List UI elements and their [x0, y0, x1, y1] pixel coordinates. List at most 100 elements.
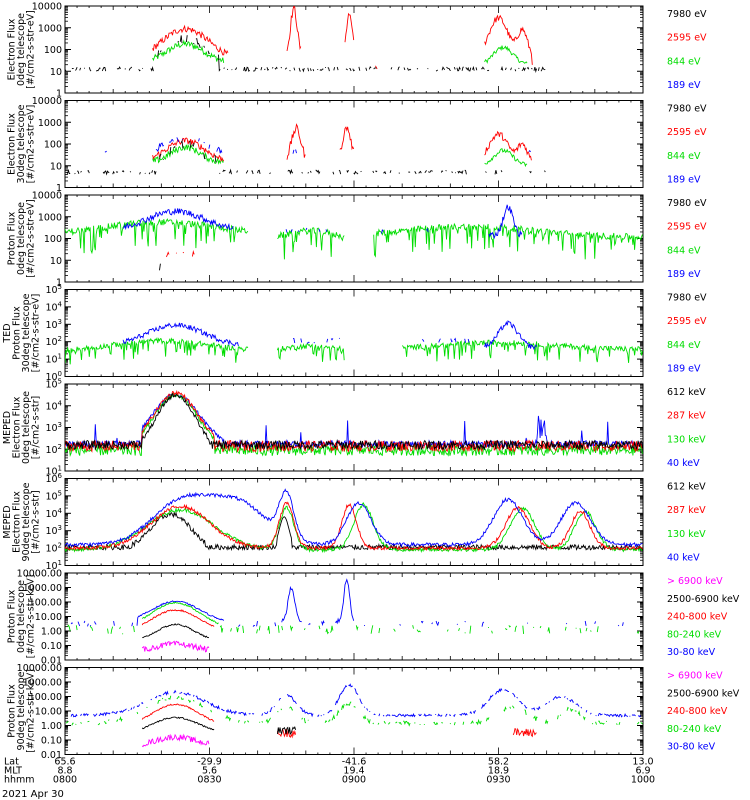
panel-frame: [64, 5, 644, 94]
x-tick-label-mlt: 18.9: [488, 766, 509, 777]
series-6900-kev: [141, 640, 210, 653]
series-80-240-kev: [65, 695, 643, 727]
y-tick-label: 10000: [32, 2, 62, 13]
y-axis-label-line: Proton Flux: [7, 589, 18, 643]
panel-frame: [64, 194, 644, 283]
legend-entry: 2595 eV: [667, 127, 707, 138]
y-axis-label: MEPEDElectron Flux0deg telescope[#/cm2-s…: [2, 391, 42, 464]
y-tick-label: 101: [45, 353, 62, 366]
y-axis-label-line: Proton Flux: [11, 306, 22, 360]
series-2500-6900-kev: [141, 716, 297, 735]
legend-entry: 30-80 keV: [667, 742, 716, 753]
series-2595-ev: [153, 6, 547, 69]
legend-entry: 7980 eV: [667, 9, 707, 20]
legend-entry: 7980 eV: [667, 198, 707, 209]
y-axis-label-line: Electron Flux: [7, 113, 18, 175]
y-axis-label-line: 0deg telescope: [16, 13, 27, 86]
series-240-800-kev: [141, 703, 537, 739]
y-axis-label-line: [#/cm2-s-str-eV]: [30, 294, 41, 373]
x-tick-label-lat: 58.2: [488, 757, 509, 768]
y-tick-label: 1.00: [41, 627, 62, 638]
y-axis-label: Electron Flux30deg telescope[#/cm2-s-str…: [7, 104, 37, 183]
series-7980-ev: [66, 139, 546, 176]
y-tick-label: 104: [45, 300, 62, 313]
y-tick-label: 10: [50, 161, 62, 172]
y-tick-label: 1: [56, 278, 62, 289]
legend-entry: > 6900 keV: [667, 576, 723, 587]
y-tick-label: 100: [44, 45, 62, 56]
y-axis-label-line: [#/cm2-s-str-keV]: [26, 669, 37, 753]
y-axis-label-line: Electron Flux: [7, 18, 18, 80]
y-tick-label: 10000.00: [17, 569, 62, 580]
footer-row-label: hhmm: [4, 775, 35, 786]
y-tick-label: 102: [45, 443, 62, 456]
y-tick-label: 10.00: [35, 707, 62, 718]
y-tick-label: 1000: [38, 212, 62, 223]
x-tick-label-hhmm: 0930: [486, 775, 510, 786]
x-tick-label-lat: -29.9: [197, 757, 222, 768]
y-axis-label-line: 0deg telescope: [21, 391, 32, 464]
x-tick-label-lat: 13.0: [632, 757, 653, 768]
y-tick-label: 0.10: [41, 736, 62, 747]
legend-entry: 240-800 keV: [667, 706, 728, 717]
panel-frame: [64, 289, 644, 377]
y-tick-label: 101: [45, 559, 62, 572]
series-844-ev: [152, 143, 528, 168]
legend-entry: 2595 eV: [667, 222, 707, 233]
y-axis-label-line: [#/cm2-s-str]: [30, 490, 41, 553]
y-tick-label: 1: [56, 89, 62, 100]
legend-entry: 2500-6900 keV: [667, 688, 740, 699]
y-tick-label: 101: [45, 465, 62, 478]
y-axis-label-line: 0deg telescope: [16, 580, 27, 653]
y-axis-label-line: Electron Flux: [11, 491, 22, 553]
y-tick-label: 104: [45, 399, 62, 412]
legend-entry: 844 eV: [667, 340, 701, 351]
y-tick-label: 103: [45, 318, 62, 331]
y-tick-label: 1000: [38, 118, 62, 129]
y-tick-label: 1000.00: [23, 583, 62, 594]
x-tick-label-mlt: 5.6: [202, 766, 217, 777]
legend-entry: 80-240 keV: [667, 629, 722, 640]
legend-entry: 612 keV: [667, 482, 706, 493]
y-axis-label-line: 0deg telescope: [16, 202, 27, 275]
y-axis-label-line: [#/cm2-s-str-eV]: [26, 105, 37, 184]
y-axis-label: Electron Flux0deg telescope[#/cm2-s-str-…: [7, 10, 37, 89]
legend-entry: 80-240 keV: [667, 724, 722, 735]
legend-entry: 7980 eV: [667, 293, 707, 304]
y-tick-label: 104: [45, 507, 62, 520]
y-tick-label: 0.01: [41, 656, 62, 667]
legend-entry: 130 keV: [667, 434, 706, 445]
y-tick-label: 0.10: [41, 641, 62, 652]
series-287-kev: [65, 389, 643, 453]
x-tick-label-mlt: 6.9: [635, 766, 650, 777]
date-label: 2021 Apr 30: [2, 789, 64, 800]
y-axis-label-line: MEPED: [2, 505, 13, 538]
y-axis-label-line: [#/cm2-s-str-eV]: [26, 10, 37, 89]
legend-entry: 189 eV: [667, 364, 701, 375]
legend-entry: 40 keV: [667, 458, 700, 469]
y-tick-label: 100: [44, 234, 62, 245]
legend-entry: 189 eV: [667, 80, 701, 91]
panel-frame: [64, 572, 644, 661]
y-axis-label-line: 90deg telescope: [21, 482, 32, 561]
panel-frame: [64, 383, 644, 472]
legend-entry: 189 eV: [667, 175, 701, 186]
y-tick-label: 105: [45, 378, 62, 391]
legend-entry: 189 eV: [667, 269, 701, 280]
series-2595-ev: [165, 250, 195, 258]
series-189-ev: [104, 137, 531, 154]
series-844-ev: [65, 336, 643, 365]
panel-meped-proton-90deg: 0.010.101.0010.00100.001000.0010000.00Pr…: [7, 663, 740, 761]
series-30-80-kev: [71, 580, 642, 627]
y-axis-label: MEPEDElectron Flux90deg telescope[#/cm2-…: [2, 482, 42, 561]
legend-entry: 844 eV: [667, 245, 701, 256]
y-axis-label-line: TED: [2, 323, 13, 343]
y-axis-label-line: 30deg telescope: [21, 293, 32, 372]
series-30-80-kev: [71, 684, 642, 717]
y-tick-label: 103: [45, 524, 62, 537]
y-tick-label: 10000: [32, 96, 62, 107]
